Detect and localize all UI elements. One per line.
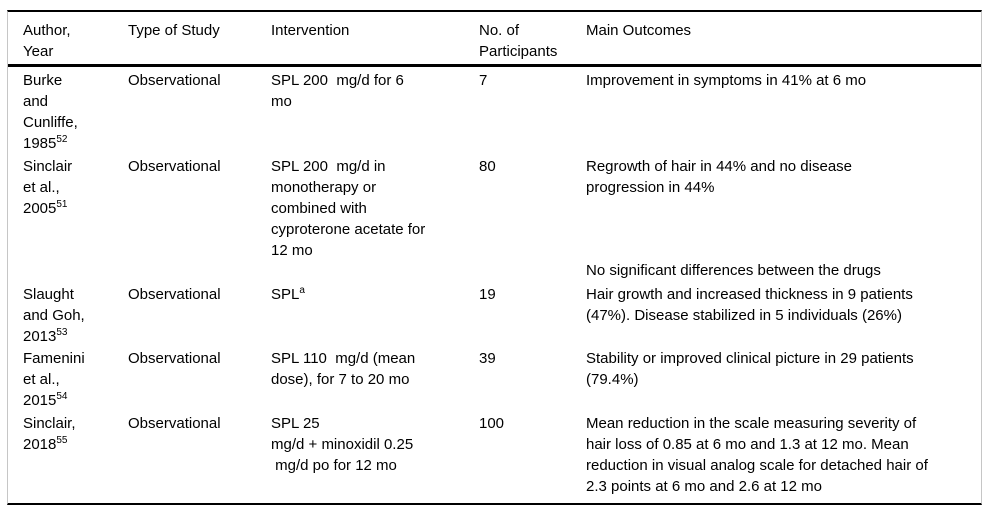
- participants-cell: 80: [479, 158, 496, 175]
- citation-ref: 54: [56, 391, 68, 402]
- author-year-cell: Sinclair, 201855: [8, 410, 128, 455]
- footnote-ref: a: [299, 285, 305, 296]
- study-type-cell: Observational: [128, 72, 221, 89]
- study-type-cell: Observational: [128, 415, 221, 432]
- intervention-text: SPL 110 mg/d (mean dose), for 7 to 20 mo: [271, 350, 416, 388]
- intervention-cell: SPLa: [271, 281, 479, 305]
- outcomes-cell: Hair growth and increased thickness in 9…: [586, 281, 981, 326]
- col-header-participants: No. of Participants: [479, 22, 558, 60]
- col-header-intervention: Intervention: [271, 22, 350, 39]
- intervention-text: SPL 200 mg/d in monotherapy or combined …: [271, 158, 426, 259]
- table-row-sinclair-2005: Sinclair et al., 200551 Observational SP…: [8, 153, 981, 281]
- outcomes-cell: Mean reduction in the scale measuring se…: [586, 410, 981, 497]
- intervention-text: SPL 200 mg/d for 6 mo: [271, 72, 404, 110]
- intervention-text: SPL 25 mg/d + minoxidil 0.25 mg/d po for…: [271, 415, 414, 474]
- outcomes-cell: Regrowth of hair in 44% and no disease p…: [586, 153, 981, 281]
- participants-cell: 39: [479, 350, 496, 367]
- outcome-text: Hair growth and increased thickness in 9…: [586, 286, 913, 324]
- outcome-text: Regrowth of hair in 44% and no disease p…: [586, 158, 853, 196]
- table-header-row: Author, Year Type of Study Intervention …: [8, 12, 981, 67]
- outcomes-cell: Improvement in symptoms in 41% at 6 mo: [586, 67, 981, 91]
- author-year-cell: Burke and Cunliffe, 198552: [8, 67, 128, 154]
- table-row-burke-1985: Burke and Cunliffe, 198552 Observational…: [8, 67, 981, 153]
- outcome-text: Stability or improved clinical picture i…: [586, 350, 914, 388]
- author-text: Sinclair, 2018: [23, 415, 76, 453]
- participants-cell: 7: [479, 72, 488, 89]
- intervention-cell: SPL 200 mg/d for 6 mo: [271, 67, 479, 112]
- intervention-text: SPL: [271, 286, 300, 303]
- author-text: Famenini et al., 2015: [23, 350, 85, 409]
- intervention-cell: SPL 25 mg/d + minoxidil 0.25 mg/d po for…: [271, 410, 479, 476]
- outcomes-cell: Stability or improved clinical picture i…: [586, 345, 981, 390]
- table-row-sinclair-2018: Sinclair, 201855 Observational SPL 25 mg…: [8, 410, 981, 503]
- outcome-note: No significant differences between the d…: [586, 262, 881, 279]
- participants-cell: 19: [479, 286, 496, 303]
- intervention-cell: SPL 200 mg/d in monotherapy or combined …: [271, 153, 479, 261]
- author-text: Sinclair et al., 2005: [23, 158, 73, 217]
- citation-ref: 52: [56, 134, 68, 145]
- intervention-cell: SPL 110 mg/d (mean dose), for 7 to 20 mo: [271, 345, 479, 390]
- col-header-type-of-study: Type of Study: [128, 22, 220, 39]
- author-year-cell: Famenini et al., 201554: [8, 345, 128, 411]
- col-header-main-outcomes: Main Outcomes: [586, 22, 692, 39]
- author-text: Burke and Cunliffe, 1985: [23, 72, 78, 152]
- table-row-slaught-goh-2013: Slaught and Goh, 201353 Observational SP…: [8, 281, 981, 347]
- study-type-cell: Observational: [128, 350, 221, 367]
- table-row-famenini-2015: Famenini et al., 201554 Observational SP…: [8, 345, 981, 410]
- citation-ref: 53: [56, 327, 68, 338]
- outcome-text: Improvement in symptoms in 41% at 6 mo: [586, 72, 867, 89]
- citation-ref: 55: [56, 435, 68, 446]
- spironolactone-studies-table: Author, Year Type of Study Intervention …: [7, 10, 982, 505]
- author-year-cell: Slaught and Goh, 201353: [8, 281, 128, 347]
- study-type-cell: Observational: [128, 158, 221, 175]
- col-header-author-year: Author, Year: [23, 22, 71, 60]
- citation-ref: 51: [56, 199, 68, 210]
- author-text: Slaught and Goh, 2013: [23, 286, 85, 345]
- participants-cell: 100: [479, 415, 505, 432]
- author-year-cell: Sinclair et al., 200551: [8, 153, 128, 219]
- outcome-text: Mean reduction in the scale measuring se…: [586, 415, 928, 495]
- study-type-cell: Observational: [128, 286, 221, 303]
